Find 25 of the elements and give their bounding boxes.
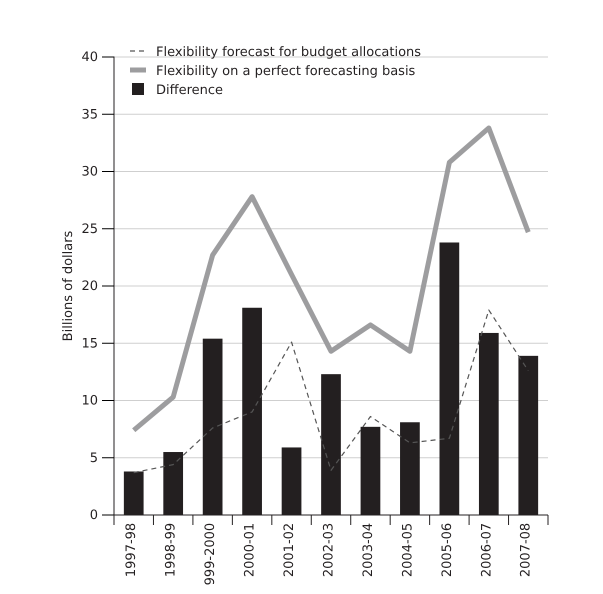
y-tick-label: 0 xyxy=(90,508,98,524)
y-tick-label: 15 xyxy=(81,336,98,352)
y-tick-label: 35 xyxy=(81,107,98,122)
line-series xyxy=(133,309,529,474)
x-tick-label: 2007-08 xyxy=(518,522,534,578)
x-tick-label: 1997-98 xyxy=(124,522,140,578)
x-tick-label: 2006-07 xyxy=(479,522,494,578)
y-tick-label: 20 xyxy=(81,279,98,294)
x-tick-label: 1998-99 xyxy=(164,522,179,578)
x-tick-label: 2005-06 xyxy=(440,522,455,578)
y-tick-label: 30 xyxy=(81,164,98,180)
x-tick-label: 2002-03 xyxy=(321,522,336,578)
legend-label: Flexibility forecast for budget allocations xyxy=(156,45,422,60)
x-tick-label: 2001-02 xyxy=(282,522,297,578)
legend-label: Difference xyxy=(156,83,224,98)
y-axis-title: Billions of dollars xyxy=(61,230,76,342)
y-tick-label: 25 xyxy=(81,222,98,237)
x-tick-label: 2000-01 xyxy=(242,522,258,578)
x-tick-label: 2003-04 xyxy=(360,522,376,578)
x-tick-label: 999-2000 xyxy=(203,522,218,586)
legend-label: Flexibility on a perfect forecasting basis xyxy=(156,64,416,79)
y-tick-label: 10 xyxy=(81,394,98,409)
x-tick-label: 2004-05 xyxy=(400,522,416,578)
y-tick-label: 40 xyxy=(81,50,98,66)
y-tick-label: 5 xyxy=(90,450,98,466)
